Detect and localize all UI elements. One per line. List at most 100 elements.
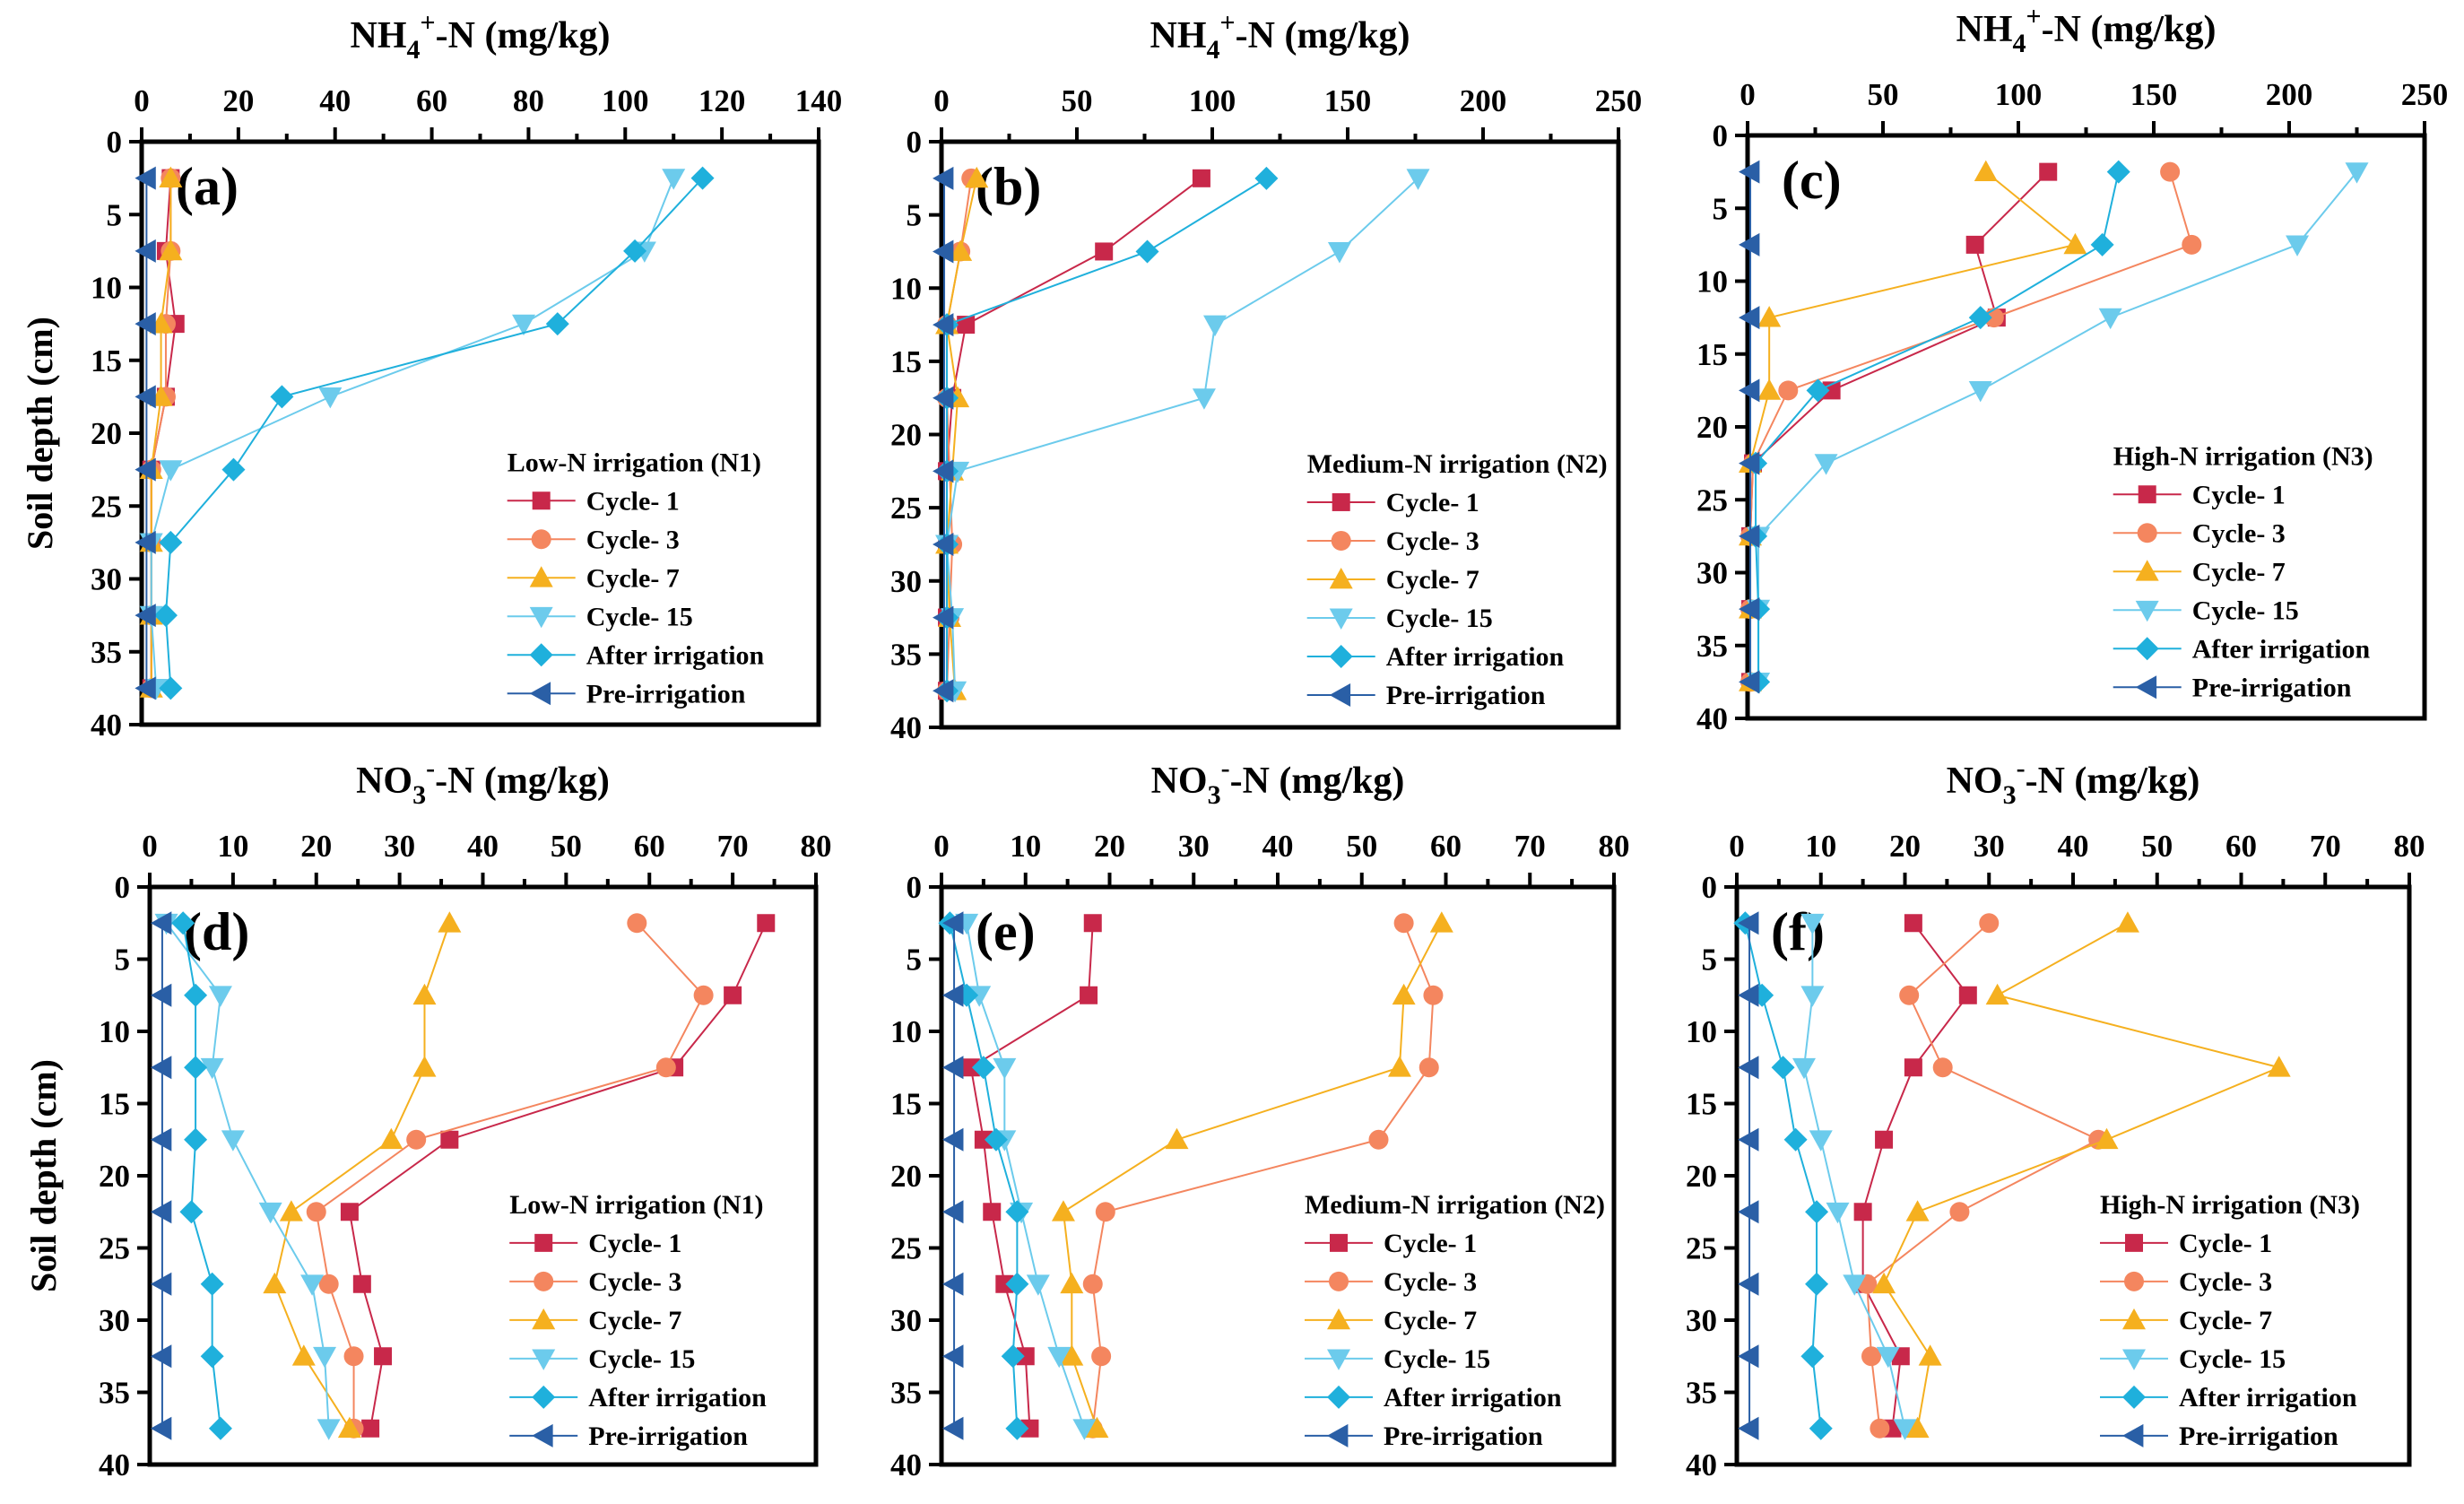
- legend-label: Cycle- 15: [2192, 596, 2299, 625]
- data-point: [171, 911, 195, 935]
- series-pre-irrigation: [1739, 160, 1760, 694]
- data-point: [1419, 1057, 1439, 1078]
- data-point: [279, 1200, 303, 1221]
- data-point: [150, 911, 172, 935]
- legend-label: After irrigation: [2192, 634, 2371, 664]
- data-point: [933, 386, 954, 410]
- legend-title: Medium-N irrigation (N2): [1307, 449, 1608, 479]
- x-tick-label: 10: [1805, 829, 1836, 864]
- series-line: [348, 922, 768, 1429]
- data-point: [1095, 1202, 1115, 1222]
- x-axis-title-base: NH: [1150, 15, 1207, 57]
- legend: High-N irrigation (N3) Cycle- 1 Cycle- 3 Cy…: [2100, 1190, 2360, 1451]
- data-point: [1985, 983, 2009, 1005]
- legend-marker: [1330, 1233, 1348, 1252]
- legend-label: After irrigation: [588, 1383, 767, 1413]
- panel-label: (f): [1771, 902, 1825, 961]
- y-tick-label: 40: [890, 1447, 922, 1482]
- plot-frame: [939, 139, 1621, 730]
- data-point: [150, 1416, 172, 1440]
- legend: Medium-N irrigation (N2) Cycle- 1 Cycle- 3…: [1306, 449, 1608, 710]
- data-point: [1738, 1344, 1759, 1369]
- y-tick-label: 40: [99, 1447, 130, 1482]
- legend-marker: [1332, 492, 1350, 511]
- legend-marker: [2135, 600, 2159, 622]
- x-tick-label: 40: [1262, 829, 1294, 864]
- legend-label: Cycle- 15: [588, 1344, 695, 1374]
- legend-label: Cycle- 7: [1386, 565, 1479, 595]
- data-point: [984, 1127, 1008, 1152]
- data-point: [1738, 1416, 1759, 1440]
- y-tick-label: 20: [890, 1159, 922, 1194]
- legend-label: Cycle- 15: [1386, 604, 1493, 633]
- legend-marker: [2122, 1349, 2146, 1370]
- series-line: [1091, 922, 1435, 1429]
- data-point: [1083, 914, 1102, 933]
- data-point: [942, 1272, 964, 1296]
- data-point: [1091, 1346, 1112, 1367]
- y-tick-label: 15: [890, 344, 922, 379]
- y-tick-label: 15: [99, 1087, 130, 1122]
- x-axis-title-superscript: -: [1221, 753, 1230, 783]
- data-point: [1965, 235, 1984, 254]
- data-point: [1876, 1346, 1900, 1369]
- legend-label: Pre-irrigation: [1386, 681, 1546, 710]
- data-point: [942, 1344, 964, 1369]
- legend: Medium-N irrigation (N2) Cycle- 1 Cycle- 3…: [1305, 1190, 1605, 1451]
- x-axis-title-subscript: 4: [2013, 29, 2026, 58]
- y-tick-label: 30: [1696, 556, 1728, 591]
- chart-panel-e: NO3--N (mg/kg) 0 10 20 30 40 50 60 70 80 0 5 10 15 20 2…: [890, 753, 1630, 1482]
- series-line: [1802, 923, 1906, 1429]
- x-axis-title-base: NO: [356, 761, 412, 802]
- x-axis-title: NO3--N (mg/kg): [1947, 753, 2200, 810]
- x-tick-label: 60: [634, 829, 665, 864]
- legend: Low-N irrigation (N1) Cycle- 1 Cycle- 3 Cyc…: [507, 448, 765, 709]
- series-line: [949, 923, 1019, 1429]
- data-point: [942, 1416, 964, 1440]
- series-cycle-7: [1872, 911, 2291, 1439]
- panel-label: (c): [1782, 151, 1842, 210]
- data-point: [200, 1272, 224, 1296]
- series-cycle-1: [1741, 162, 2058, 691]
- data-point: [933, 532, 954, 556]
- legend-marker: [1329, 567, 1353, 589]
- data-point: [662, 169, 686, 190]
- legend-marker: [2135, 560, 2159, 581]
- data-point: [159, 676, 183, 700]
- data-point: [159, 460, 183, 482]
- x-tick-label: 70: [1514, 829, 1546, 864]
- data-point: [1082, 1274, 1103, 1294]
- series-line: [273, 922, 451, 1430]
- legend: Low-N irrigation (N1) Cycle- 1 Cycle- 3 Cyc…: [509, 1190, 767, 1451]
- legend-marker: [2135, 637, 2159, 661]
- series-cycle-1: [340, 914, 776, 1438]
- data-point: [1800, 1344, 1825, 1369]
- data-point: [1805, 1200, 1829, 1224]
- series-line: [946, 178, 1419, 691]
- legend-label: Cycle- 1: [588, 1229, 681, 1258]
- x-tick-label: 20: [222, 83, 254, 118]
- legend-label: Pre-irrigation: [586, 679, 746, 709]
- legend-marker: [534, 1271, 554, 1291]
- legend-label: Cycle- 15: [2179, 1344, 2286, 1374]
- series-line: [150, 178, 675, 689]
- data-point: [1080, 986, 1098, 1004]
- legend-label: Pre-irrigation: [1384, 1421, 1543, 1451]
- data-point: [1893, 1419, 1917, 1440]
- data-point: [961, 1058, 980, 1077]
- data-point: [1165, 1127, 1189, 1150]
- data-point: [1739, 232, 1760, 256]
- legend-label: After irrigation: [586, 640, 765, 670]
- x-axis-title-base: NO: [1947, 761, 2003, 802]
- chart-panel-d: NO3--N (mg/kg) 0 10 20 30 40 50 60 70 80 0 5 10 15 20 2…: [99, 753, 832, 1482]
- x-tick-label: 60: [2225, 829, 2257, 864]
- data-point: [1392, 983, 1416, 1005]
- data-point: [134, 604, 156, 628]
- y-tick-label: 10: [91, 271, 122, 306]
- series-line: [164, 177, 704, 689]
- data-point: [1739, 378, 1760, 403]
- data-point: [757, 914, 776, 933]
- data-point: [291, 1344, 316, 1366]
- panel-label: (d): [184, 902, 249, 961]
- series-after-irrigation: [153, 166, 715, 700]
